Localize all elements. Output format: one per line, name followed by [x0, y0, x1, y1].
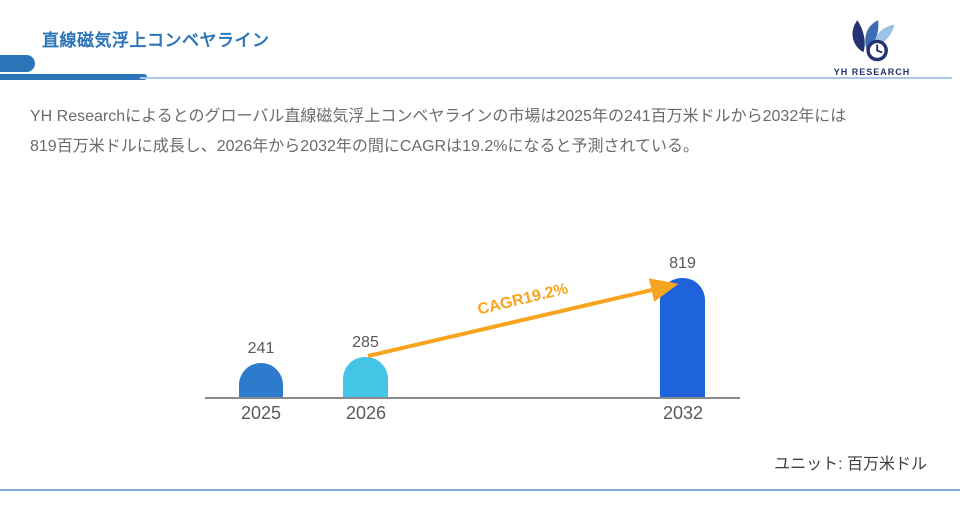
x-tick-2032: 2032: [662, 403, 704, 423]
yh-research-logo: YH RESEARCH: [810, 16, 934, 77]
header-accent-line: [0, 74, 147, 80]
x-tick-2025: 2025: [240, 403, 282, 423]
unit-label: ユニット: 百万米ドル: [774, 456, 927, 473]
header-divider-line: [140, 77, 952, 79]
market-size-bar-chart: 241 285 819 2025 2026 2032 CAGR19.2%: [205, 250, 750, 435]
bar-value-label: 819: [669, 255, 696, 272]
bar-2025: [239, 363, 283, 399]
bar-group-2026: 285: [343, 334, 388, 399]
header-accent-pill: [0, 55, 35, 72]
bar-2032: [660, 278, 705, 399]
bar-group-2025: 241: [239, 340, 283, 399]
bar-group-2032: 819: [660, 255, 705, 399]
bar-value-label: 241: [247, 340, 275, 357]
x-axis-line: [205, 397, 740, 399]
cagr-annotation: CAGR19.2%: [475, 280, 570, 319]
logo-brand-text: YH RESEARCH: [833, 67, 911, 77]
x-tick-2026: 2026: [345, 403, 387, 423]
summary-line-1: YH Researchによるとのグローバル直線磁気浮上コンベヤラインの市場は20…: [30, 108, 847, 125]
market-summary-text: YH Researchによるとのグローバル直線磁気浮上コンベヤラインの市場は20…: [30, 102, 940, 162]
page-title: 直線磁気浮上コンベヤライン: [42, 31, 270, 50]
bar-value-label: 285: [352, 334, 379, 351]
logo-flower-clock-icon: [852, 20, 895, 62]
bar-2026: [343, 357, 388, 399]
bottom-divider-line: [0, 489, 960, 491]
summary-line-2: 819百万米ドルに成長し、2026年から2032年の間にCAGRは19.2%にな…: [30, 138, 699, 155]
